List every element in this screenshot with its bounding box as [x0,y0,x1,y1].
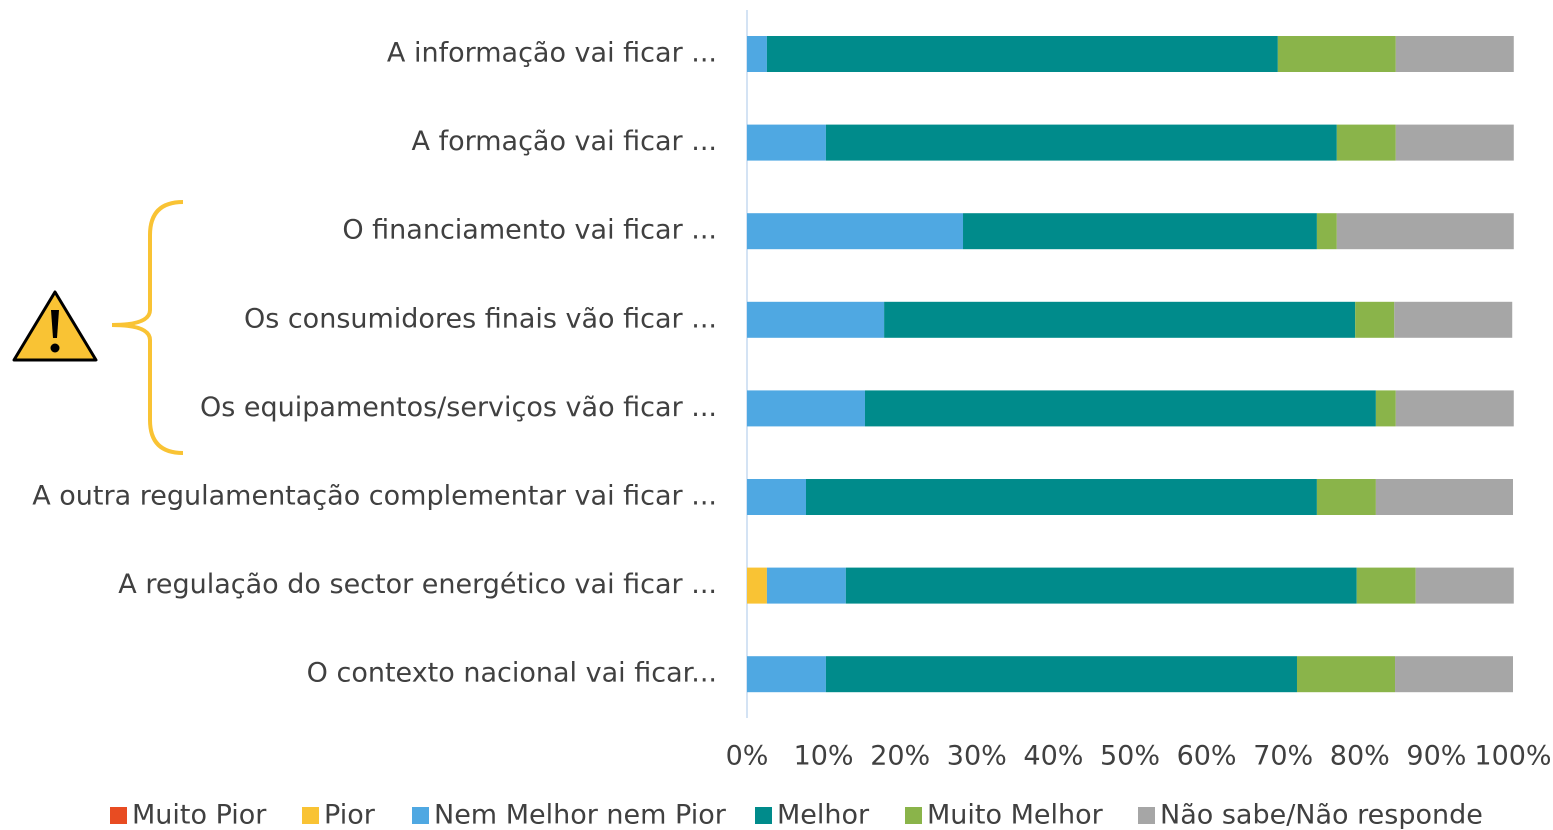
x-tick-label: 10% [794,741,854,772]
bar-segment [1277,36,1396,72]
bar-segment [1415,567,1514,604]
x-tick-label: 100% [1474,741,1551,772]
bar-segment [825,656,1297,693]
legend-swatch [755,807,772,824]
bar-segment [1395,656,1513,693]
legend-label: Melhor [777,800,870,830]
bar-segment [864,390,1376,427]
bar-segment [884,301,1356,338]
bar-segment [1375,479,1513,515]
bar-segment [1375,390,1396,427]
brace [111,200,184,455]
bar-segment [825,124,1337,161]
bar-segment [766,36,1278,72]
category-label: A informação vai ficar ... [387,38,717,69]
category-label: A regulação do sector energético vai fic… [118,569,717,600]
legend-label: Nem Melhor nem Pior [434,800,727,830]
legend-swatch [1138,807,1155,824]
bar-segment [1355,301,1395,338]
category-label: Os equipamentos/serviços vão ficar ... [200,392,717,423]
bar-segment [747,213,964,250]
legend-swatch [412,807,429,824]
bar-segment [766,567,846,604]
category-label: O contexto nacional vai ficar... [307,658,717,689]
x-tick-label: 20% [870,741,930,772]
bar-segment [1336,124,1396,161]
category-label: A formação vai ficar ... [412,126,717,157]
bar-segment [747,36,767,72]
bar-segment [747,567,767,604]
x-tick-label: 70% [1253,741,1313,772]
bar-segment [747,124,826,161]
bar-segment [747,390,865,427]
category-label: O financiamento vai ficar ... [342,215,717,246]
bar-segment [1316,479,1376,515]
x-tick-label: 50% [1100,741,1160,772]
bar-segment [963,213,1317,250]
bar-segment [1336,213,1514,250]
bar-segment [845,567,1357,604]
bar-segment [1316,213,1337,250]
x-tick-label: 40% [1023,741,1083,772]
warning-icon [12,290,98,362]
x-tick-label: 30% [947,741,1007,772]
bar-segment [1356,567,1416,604]
bar-segment [805,479,1317,515]
x-tick-label: 80% [1330,741,1390,772]
bar-segment [1395,124,1514,161]
legend-swatch [302,807,319,824]
bar-segment [747,301,885,338]
category-label: Os consumidores finais vão ficar ... [244,303,717,334]
bar-segment [1394,301,1513,338]
legend-label: Muito Pior [132,800,267,830]
legend-label: Não sabe/Não responde [1160,800,1483,830]
legend-swatch [905,807,922,824]
x-tick-label: 90% [1406,741,1466,772]
legend-swatch [110,807,127,824]
legend-label: Muito Melhor [927,800,1104,830]
category-label: A outra regulamentação complementar vai … [32,481,717,512]
bar-segment [1395,36,1514,72]
bar-segment [747,479,806,515]
bar-segment [1395,390,1514,427]
legend-label: Pior [324,800,376,830]
bar-segment [1296,656,1396,693]
x-tick-label: 60% [1177,741,1237,772]
bar-segment [747,656,826,693]
x-tick-label: 0% [726,741,769,772]
